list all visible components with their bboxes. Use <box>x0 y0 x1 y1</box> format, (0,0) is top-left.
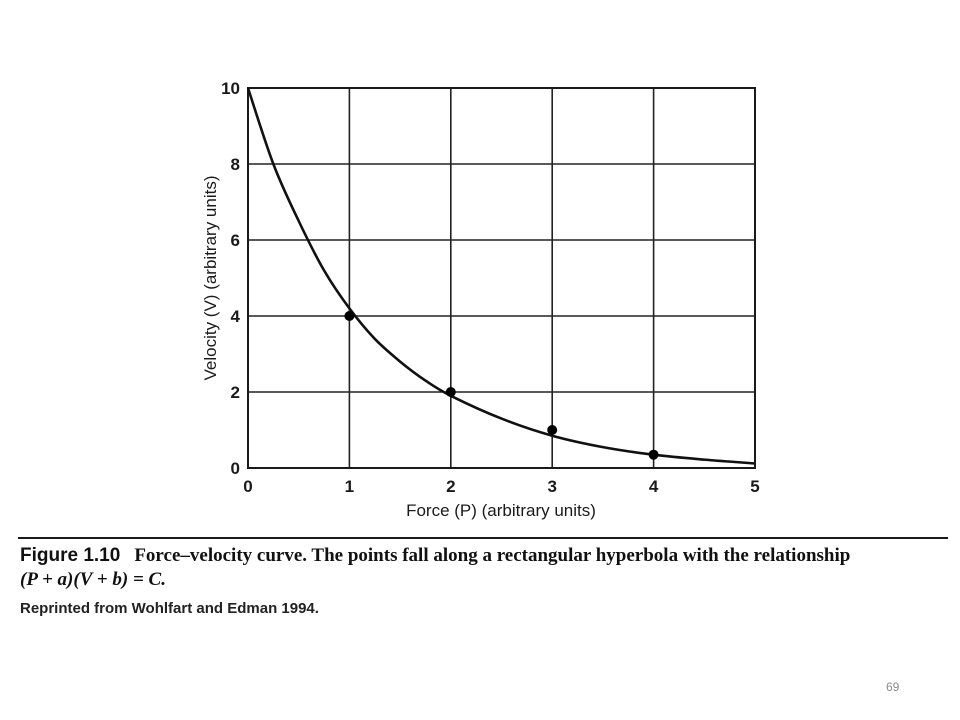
y-tick-label: 10 <box>221 79 240 98</box>
tick-labels: 0 1 2 3 4 5 0 2 4 6 8 10 <box>221 79 760 496</box>
grid-lines <box>248 88 755 468</box>
page-number: 69 <box>886 680 900 694</box>
x-tick-label: 2 <box>446 477 455 496</box>
figure-label: Figure 1.10 <box>20 545 121 566</box>
plot-frame <box>247 87 756 469</box>
x-tick-label: 1 <box>345 477 354 496</box>
x-tick-label: 3 <box>547 477 556 496</box>
data-point <box>648 449 659 460</box>
hyperbola-curve <box>246 87 756 465</box>
y-axis-title: Velocity (V) (arbitrary units) <box>201 176 220 381</box>
data-points <box>344 311 659 460</box>
x-axis-title: Force (P) (arbitrary units) <box>406 501 596 520</box>
y-tick-label: 4 <box>231 307 241 326</box>
data-point <box>445 387 456 397</box>
y-tick-label: 0 <box>231 459 240 478</box>
y-tick-label: 2 <box>231 383 240 402</box>
figure-caption: Figure 1.10 Force–velocity curve. The poi… <box>20 544 955 592</box>
y-tick-label: 6 <box>231 231 240 250</box>
data-point <box>344 311 355 321</box>
x-tick-label: 0 <box>243 477 252 496</box>
force-velocity-chart: 0 1 2 3 4 5 0 2 4 6 8 10 Force (P) (arbitrary units… <box>201 79 760 520</box>
caption-equation: (P + a)(V + b) = C. <box>20 569 166 590</box>
x-tick-label: 5 <box>750 477 759 496</box>
reprint-credit: Reprinted from Wohlfart and Edman 1994. <box>20 600 319 617</box>
caption-divider <box>18 537 948 539</box>
data-point <box>547 425 558 435</box>
x-tick-label: 4 <box>649 477 659 496</box>
y-tick-label: 8 <box>231 155 240 174</box>
caption-text: Force–velocity curve. The points fall al… <box>134 545 851 566</box>
